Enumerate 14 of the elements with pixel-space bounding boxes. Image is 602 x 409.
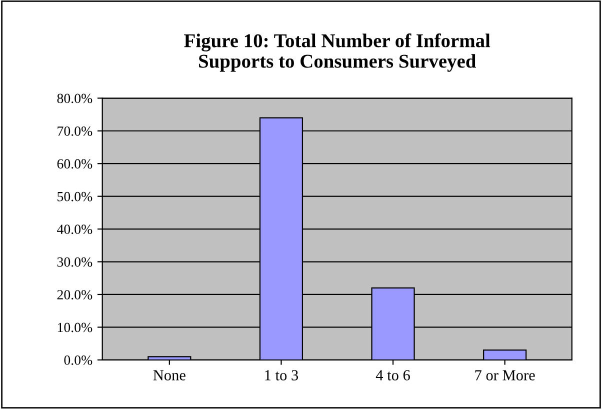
y-tick-label: 20.0% (57, 290, 92, 300)
y-tick-label: 60.0% (57, 159, 92, 169)
x-tick-label: 4 to 6 (376, 370, 410, 380)
y-tick-label: 70.0% (58, 126, 92, 136)
y-tick-label: 10.0% (58, 322, 92, 332)
x-tick-label: None (153, 370, 186, 380)
y-tick-label: 50.0% (58, 192, 92, 202)
y-tick-label: 30.0% (57, 257, 92, 267)
y-tick-label: 80.0% (57, 94, 92, 104)
y-tick-label: 0.0% (64, 356, 92, 365)
y-tick-label: 40.0% (57, 224, 92, 234)
x-tick-label: 1 to 3 (265, 370, 298, 380)
chart-title: Figure 10: Total Number of Informal Supports to Consumers Surveyed (184, 33, 490, 72)
x-tick-label: 7 or More (475, 370, 535, 380)
